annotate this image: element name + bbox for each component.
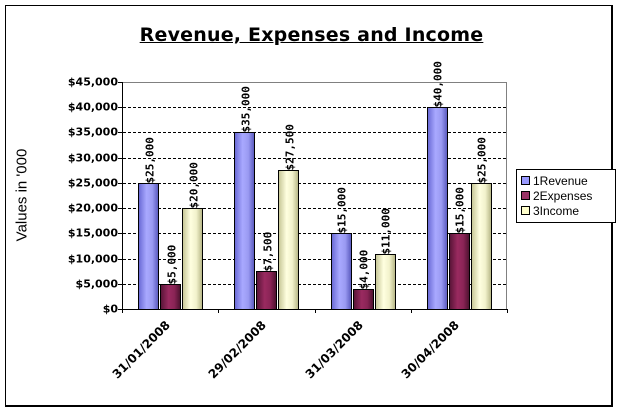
- y-tick-mark: [118, 132, 122, 134]
- bar-expenses: [352, 288, 374, 309]
- bar-income: [278, 170, 300, 309]
- legend-label: 2Expenses: [533, 188, 593, 203]
- y-tick-mark: [118, 283, 122, 285]
- bar-income: [374, 253, 396, 309]
- y-tick-label: $30,000: [67, 151, 118, 165]
- gridline: [123, 258, 506, 260]
- gridline: [123, 283, 506, 285]
- y-tick-mark: [118, 208, 122, 210]
- gridline: [123, 208, 506, 210]
- x-tick-mark: [314, 309, 316, 313]
- y-tick-label: $5,000: [75, 277, 118, 291]
- data-label-expenses: $7,500: [261, 231, 275, 272]
- gridline: [123, 107, 506, 109]
- data-label-revenue: $40,000: [431, 61, 445, 108]
- data-label-expenses: $4,000: [357, 249, 371, 290]
- legend-swatch-income: [521, 206, 530, 215]
- y-tick-mark: [118, 182, 122, 184]
- y-axis-line: [122, 82, 123, 310]
- y-tick-mark: [118, 258, 122, 260]
- y-axis-label: Values in '000: [13, 148, 31, 242]
- data-label-revenue: $15,000: [335, 187, 349, 234]
- data-label-income: $11,000: [379, 207, 393, 254]
- y-tick-label: $45,000: [67, 75, 118, 89]
- gridline: [123, 182, 506, 184]
- x-tick-mark: [218, 309, 220, 313]
- x-tick-mark: [122, 309, 123, 313]
- legend-swatch-expenses: [521, 191, 530, 200]
- y-tick-label: $0: [102, 302, 118, 316]
- data-label-expenses: $15,000: [453, 187, 467, 234]
- bar-revenue: [234, 132, 256, 309]
- y-tick-mark: [118, 82, 122, 83]
- data-label-income: $25,000: [475, 137, 489, 184]
- y-tick-mark: [118, 233, 122, 235]
- bar-income: [470, 182, 492, 309]
- y-tick-label: $25,000: [67, 176, 118, 190]
- legend-label: 3Income: [533, 203, 580, 218]
- legend-item-income: 3Income: [521, 203, 615, 218]
- data-label-revenue: $35,000: [239, 86, 253, 133]
- gridline: [123, 233, 506, 235]
- data-label-revenue: $25,000: [143, 137, 156, 184]
- bar-expenses: [160, 283, 181, 309]
- chart-frame: [5, 5, 613, 407]
- y-tick-mark: [118, 157, 122, 159]
- data-label-income: $20,000: [187, 162, 200, 209]
- gridline: [123, 157, 506, 159]
- bar-income: [182, 208, 203, 309]
- y-tick-mark: [118, 309, 122, 310]
- y-tick-label: $20,000: [67, 201, 118, 215]
- bar-revenue: [138, 182, 159, 309]
- data-label-income: $27,500: [283, 124, 297, 171]
- legend-item-revenue: 1Revenue: [521, 173, 615, 188]
- legend-label: 1Revenue: [533, 173, 588, 188]
- y-tick-label: $10,000: [67, 252, 118, 266]
- y-tick-label: $15,000: [67, 226, 118, 240]
- x-tick-mark: [410, 309, 412, 313]
- y-tick-mark: [118, 107, 122, 109]
- bar-revenue: [426, 107, 448, 309]
- bar-expenses: [256, 271, 278, 309]
- legend-item-expenses: 2Expenses: [521, 188, 615, 203]
- legend: 1Revenue 2Expenses 3Income: [516, 169, 616, 223]
- chart-title: Revenue, Expenses and Income: [139, 24, 484, 46]
- y-tick-label: $40,000: [67, 100, 118, 114]
- x-tick-mark: [507, 309, 508, 313]
- data-label-expenses: $5,000: [165, 244, 178, 285]
- bar-expenses: [448, 233, 470, 309]
- plot-border: [122, 82, 507, 309]
- legend-swatch-revenue: [521, 176, 530, 185]
- gridline: [123, 132, 506, 134]
- bar-revenue: [330, 233, 352, 309]
- y-tick-label: $35,000: [67, 125, 118, 139]
